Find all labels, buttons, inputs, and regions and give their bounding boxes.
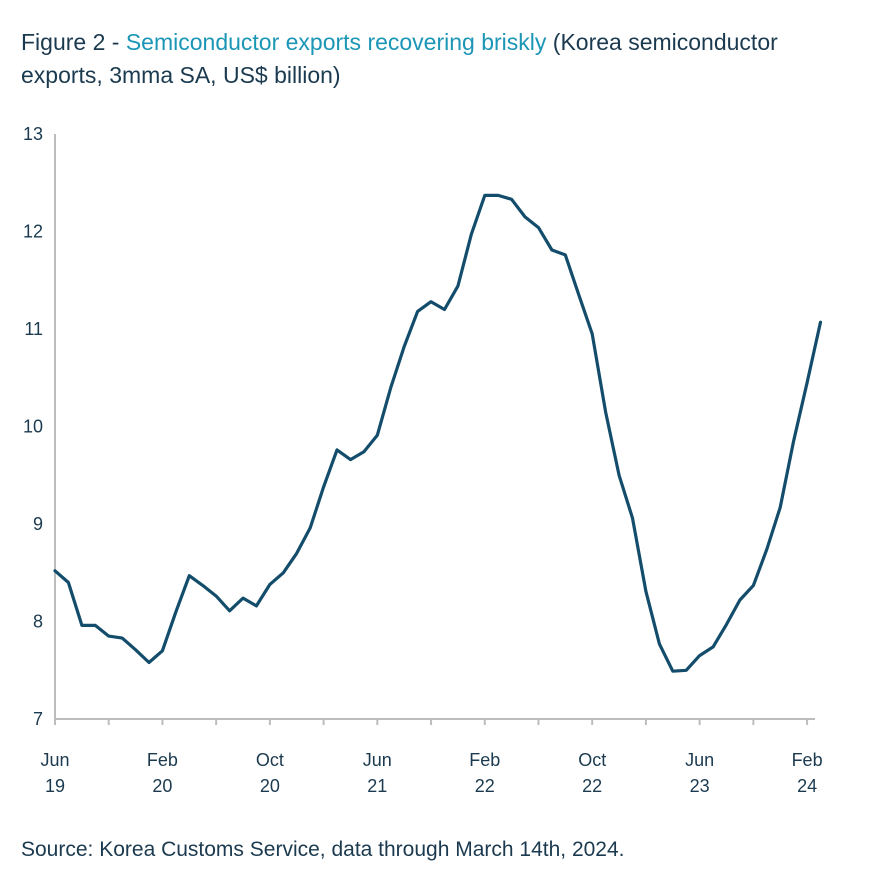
y-tick-label: 13 <box>23 124 43 144</box>
series-line <box>53 193 823 673</box>
x-tick-label-year: 20 <box>152 776 172 796</box>
x-tick-label-year: 22 <box>475 776 495 796</box>
figure-title-highlight: Semiconductor exports recovering briskly <box>125 29 547 55</box>
x-tick-label-month: Jun <box>363 750 392 770</box>
y-tick-label: 10 <box>23 417 43 437</box>
x-tick-label-month: Jun <box>685 750 714 770</box>
y-tick-label: 11 <box>24 319 43 339</box>
x-tick-label-month: Oct <box>256 750 284 770</box>
x-tick-label-year: 20 <box>260 776 280 796</box>
x-tick-label-month: Feb <box>792 750 823 770</box>
source-note: Source: Korea Customs Service, data thro… <box>21 838 625 861</box>
x-tick-label-month: Oct <box>578 750 606 770</box>
line-chart: 7 8 9 10 11 12 13 Jun 19 Feb 20 Oct 20 Jun 21 Feb 22 Oct 2… <box>23 124 823 796</box>
figure-title-suffix: (Korea semiconductor exports, 3mma SA, U… <box>21 29 778 88</box>
y-tick-label: 12 <box>23 222 43 242</box>
x-tick-label-year: 21 <box>367 776 387 796</box>
x-tick-label-year: 22 <box>582 776 602 796</box>
y-tick-label: 8 <box>33 612 43 632</box>
figure-title: Figure 2 - Semiconductor exports recover… <box>21 26 851 92</box>
x-tick-label-month: Feb <box>147 750 178 770</box>
x-tick-label-month: Jun <box>40 750 69 770</box>
x-tick-label-year: 23 <box>690 776 710 796</box>
y-tick-label: 7 <box>33 709 43 729</box>
x-tick-label-year: 19 <box>45 776 65 796</box>
figure-title-prefix: Figure 2 - <box>21 29 126 55</box>
y-tick-label: 9 <box>33 514 43 534</box>
x-tick-label-year: 24 <box>797 776 817 796</box>
x-tick-label-month: Feb <box>469 750 500 770</box>
